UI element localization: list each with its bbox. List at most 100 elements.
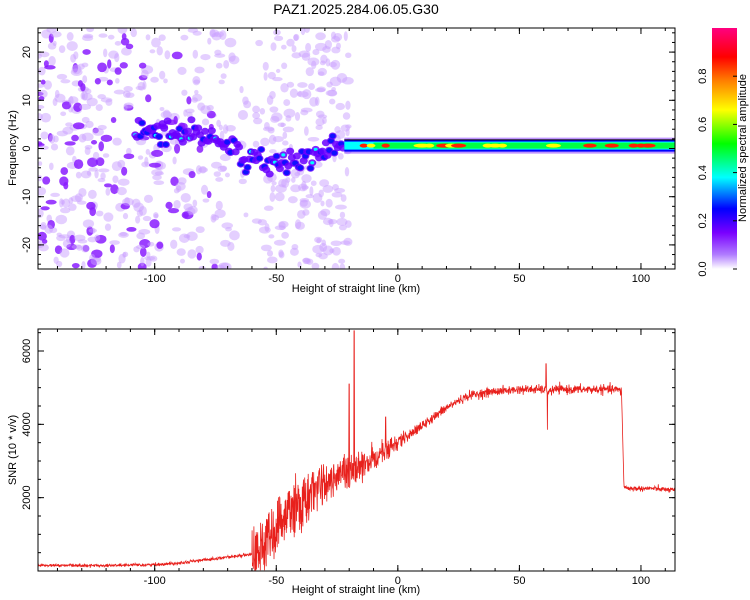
spectrogram-noise-blob [219,130,225,141]
spectrogram-noise-blob [260,244,272,252]
spectrogram-ridge-blob [184,127,193,135]
spectrogram-noise-blob [56,73,68,80]
spectrogram-noise-blob [207,37,212,45]
spectrogram-noise-blob [294,112,301,121]
spectrogram-noise-blob [276,68,281,74]
spectrogram-noise-blob [94,78,101,85]
spectrogram-noise-blob [174,143,181,154]
spectrogram-noise-blob [342,77,354,85]
spectrogram-noise-blob [73,234,86,242]
spectrogram-x-tick-label-2: 0 [395,273,401,285]
spectrogram-noise-blob [56,260,63,268]
spectrogram-noise-blob [331,262,340,269]
spectrogram-noise-blob [328,61,337,68]
spectrogram-noise-blob [80,170,92,179]
spectrogram-noise-blob [223,59,230,69]
spectrogram-noise-blob [300,107,313,113]
spectrogram-noise-blob [80,83,86,92]
spectrogram-noise-blob [209,258,220,265]
spectrogram-noise-blob [315,32,326,41]
spectrogram-noise-blob [297,209,306,219]
spectrogram-noise-blob [329,98,336,105]
spectrogram-noise-blob [70,68,83,77]
spectrogram-noise-blob [82,75,88,84]
spectrogram-noise-blob [269,90,276,100]
snr-x-tick-label-3: 50 [513,575,525,587]
spectrogram-noise-blob [90,257,102,266]
spectrogram-noise-blob [315,124,323,130]
spectrogram-noise-blob [104,183,112,188]
spectrogram-noise-blob [321,239,327,247]
spectrogram-band-peak [381,143,390,148]
spectrogram-x-tick-label-1: -50 [268,273,284,285]
spectrogram-noise-blob [216,264,225,269]
spectrogram-noise-blob [213,171,221,177]
spectrogram-noise-blob [243,212,249,218]
spectrogram-noise-blob [100,134,113,142]
spectrogram-noise-blob [311,60,317,70]
spectrogram-noise-blob [107,34,115,40]
spectrogram-ridge-blob [207,127,216,135]
spectrogram-ridge-core [331,150,338,156]
spectrogram-noise-blob [54,93,66,103]
spectrogram-noise-blob [268,234,275,239]
spectrogram-noise-blob [224,37,237,48]
spectrogram-noise-blob [338,224,347,231]
spectrogram-noise-blob [144,156,149,167]
spectrogram-noise-blob [171,227,182,232]
spectrogram-noise-blob [45,199,57,205]
spectrogram-noise-blob [286,38,295,47]
colorbar-tick-label-0: 0.0 [697,261,709,276]
spectrogram-noise-blob [123,86,133,92]
spectrogram-noise-blob [80,244,90,253]
spectrogram-band-peak [366,143,376,148]
spectrogram-noise-blob [178,233,190,243]
spectrogram-noise-blob [98,141,105,152]
snr-x-tick-label-0: -100 [144,575,166,587]
spectrogram-noise-blob [195,165,202,175]
spectrogram-noise-blob [39,89,48,98]
spectrogram-noise-blob [115,78,120,84]
spectrogram-noise-blob [81,116,90,124]
spectrogram-noise-blob [173,116,178,125]
colorbar-gradient [712,28,737,269]
spectrogram-noise-blob [282,140,289,146]
spectrogram-noise-blob [106,79,113,86]
spectrogram-noise-blob [61,101,72,110]
spectrogram-y-tick-label-0: -20 [21,237,33,253]
spectrogram-noise-blob [228,55,240,65]
spectrogram-noise-blob [92,128,104,136]
spectrogram-noise-blob [343,31,348,42]
spectrogram-noise-blob [335,102,346,111]
spectrogram-noise-blob [100,172,106,180]
spectrogram-noise-blob [112,175,119,184]
spectrogram-noise-blob [344,166,350,177]
spectrogram-noise-blob [150,76,159,83]
spectrogram-noise-blob [342,112,351,120]
spectrogram-noise-blob [337,153,344,160]
spectrogram-noise-blob [141,69,149,79]
spectrogram-noise-blob [257,219,267,226]
spectrogram-noise-blob [317,210,328,220]
spectrogram-noise-blob [322,116,327,125]
spectrogram-noise-blob [280,122,285,128]
spectrogram-y-tick-label-4: 20 [21,46,33,58]
snr-y-tick-label-1: 4000 [21,412,33,436]
spectrogram-noise-blob [192,199,198,208]
spectrogram-noise-blob [87,157,99,168]
spectrogram-noise-blob [263,266,268,269]
spectrogram-noise-blob [109,240,120,245]
spectrogram-noise-blob [299,199,311,209]
spectrogram-noise-blob [167,208,180,214]
spectrogram-band-peak [497,143,508,148]
spectrogram-noise-blob [305,42,312,52]
spectrogram-noise-blob [151,37,161,48]
spectrogram-noise-blob [173,199,181,209]
spectrogram-noise-blob [219,153,231,162]
spectrogram-noise-blob [282,126,295,133]
spectrogram-noise-blob [269,149,277,154]
spectrogram-noise-blob [201,118,210,126]
spectrogram-noise-blob [70,54,77,63]
spectrogram-noise-blob [315,87,326,93]
